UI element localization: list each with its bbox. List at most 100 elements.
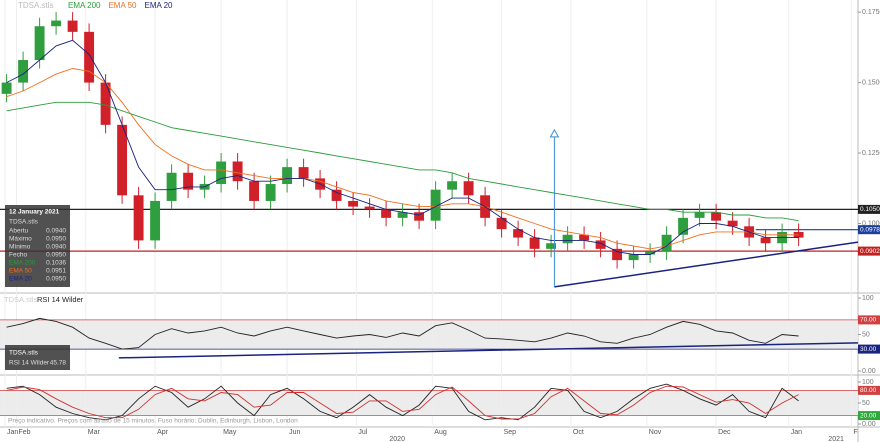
candle-body (793, 231, 804, 238)
series-line (6, 39, 799, 255)
arrow-head (549, 128, 560, 138)
x-tick-label: Apr (157, 429, 169, 436)
level-tag-label: 30.00 (860, 346, 877, 353)
trendline (118, 342, 859, 359)
candle-body (166, 172, 177, 201)
rsi-box (5, 345, 70, 370)
legend-entry: EMA 20 (144, 1, 173, 10)
series-line (6, 101, 799, 222)
candle-body (463, 181, 474, 196)
x-tick-label: Nov (649, 429, 662, 436)
candle-body (496, 217, 507, 230)
info-label: Mínimo (9, 244, 31, 251)
candle-body (727, 220, 738, 227)
candle-body (249, 181, 260, 201)
rsi-box-symbol: TDSA.stls (9, 350, 39, 357)
series-line (6, 385, 799, 420)
candle-body (661, 234, 672, 252)
info-value: 0.0940 (46, 244, 66, 251)
footer-note: Preço indicativo. Preços com atraso de 1… (8, 418, 298, 425)
info-label: Fecho (9, 252, 27, 259)
info-value: 0.0951 (46, 268, 66, 275)
x-tick-label: Jul (358, 429, 367, 436)
candle-body (34, 26, 45, 61)
candle-body (133, 195, 144, 241)
candle-body (595, 240, 606, 249)
candle-body (364, 206, 375, 210)
candle-body (84, 31, 95, 83)
x-tick-label: Dec (718, 429, 731, 436)
candle-body (183, 172, 194, 190)
x-tick-label: F (853, 429, 857, 436)
candle-body (546, 243, 557, 249)
candle-body (513, 229, 524, 238)
level-tag (858, 225, 880, 235)
candle-body (117, 124, 128, 196)
info-symbol: TDSA.stls (9, 219, 39, 226)
level-tag (858, 204, 880, 214)
level-tag-label: 80.00 (860, 387, 877, 394)
candle-body (414, 212, 425, 221)
candle-body (348, 200, 359, 207)
candle-body (612, 248, 623, 261)
candle-body (447, 181, 458, 190)
info-value: 0.0950 (46, 236, 66, 243)
year-label: 2021 (828, 436, 844, 442)
series-line (6, 383, 799, 421)
info-label: EMA 50 (9, 268, 32, 275)
candle-body (711, 212, 722, 221)
info-label: Máximo (9, 236, 32, 243)
info-value: 0.0950 (46, 252, 66, 259)
candle-body (760, 237, 771, 244)
level-tag-label: 70.00 (860, 317, 877, 324)
candle-body (265, 184, 276, 201)
info-label: Abertu (9, 228, 29, 235)
candle-body (232, 161, 243, 182)
x-tick-label: Feb (19, 429, 31, 436)
level-tag (858, 385, 880, 395)
candle-body (529, 237, 540, 249)
rsi-box-title: RSI 14 Wilder (9, 360, 50, 367)
candle-body (298, 167, 309, 179)
x-tick-label: Mar (88, 429, 101, 436)
x-tick-label: Jun (289, 429, 300, 436)
y-tick-label: 50 (862, 331, 870, 338)
series-line (6, 317, 799, 350)
level-band (0, 390, 858, 416)
candle-body (562, 234, 573, 244)
candle-body (150, 200, 161, 241)
level-tag-label: 0.0978 (860, 226, 880, 233)
rsi-symbol: TDSA.stls (4, 295, 38, 304)
candle-body (645, 251, 656, 255)
level-tag (858, 315, 880, 325)
candle-body (678, 217, 689, 235)
candle-body (1, 82, 12, 94)
level-tag-label: 20.00 (860, 412, 877, 419)
level-tag-label: 0.0902 (860, 248, 880, 255)
y-tick-label: 0.00 (862, 421, 876, 428)
x-tick-label: Jan (791, 429, 802, 436)
candle-body (430, 189, 441, 221)
candle-body (694, 212, 705, 218)
chart-symbol: TDSA.stls (18, 1, 54, 10)
y-tick-label: 50 (862, 400, 870, 407)
info-label: EMA 20 (9, 276, 32, 283)
candle-body (628, 254, 639, 261)
candle-body (397, 212, 408, 218)
year-label: 2020 (389, 436, 405, 442)
x-tick-label: Sep (504, 429, 517, 436)
y-tick-label: 100 (862, 295, 874, 302)
x-tick-label: Oct (573, 429, 584, 436)
level-tag (858, 246, 880, 256)
candle-body (216, 161, 227, 185)
candle-body (282, 167, 293, 185)
overlay: TDSA.stls EMA 200 EMA 50 EMA 20 12 January… (4, 1, 880, 442)
trendline (554, 241, 859, 288)
